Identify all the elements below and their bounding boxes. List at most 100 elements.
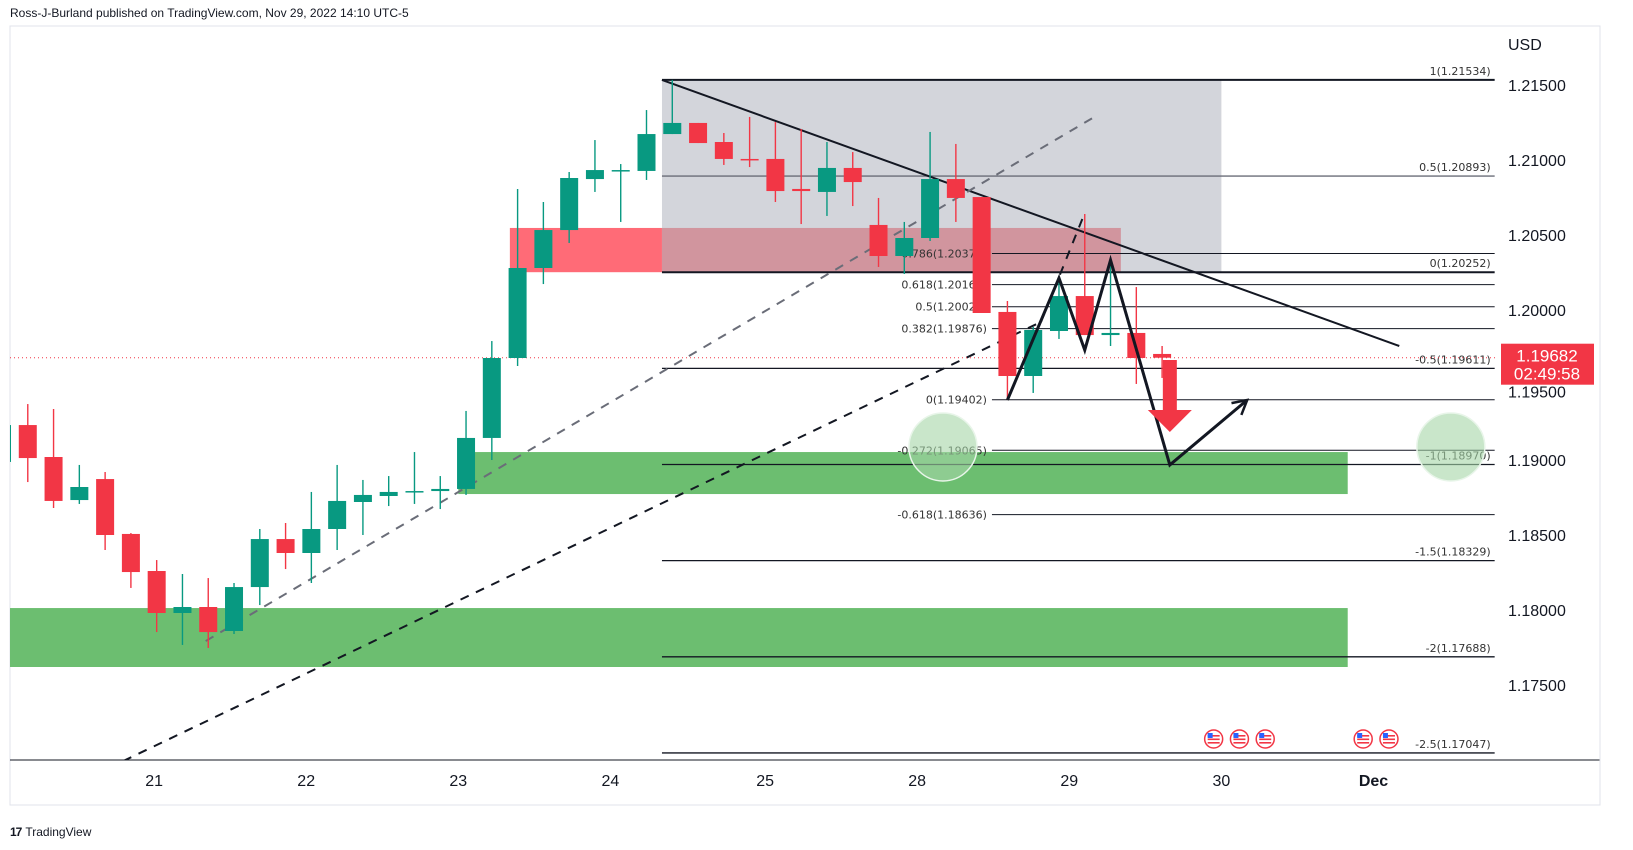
candle-body	[946, 179, 965, 198]
candle	[560, 172, 579, 243]
candle-body	[70, 487, 89, 501]
candle	[147, 560, 166, 633]
candle	[585, 140, 604, 192]
candle-body	[585, 170, 604, 180]
candle	[173, 574, 192, 645]
candle	[792, 128, 811, 225]
candle-body	[817, 167, 836, 192]
candle-body	[972, 197, 991, 313]
flag-stripe	[1259, 742, 1272, 744]
price-tick-label: 1.21000	[1508, 153, 1566, 170]
candle	[10, 425, 11, 462]
candle	[663, 79, 682, 135]
time-tick-label: 25	[756, 773, 774, 790]
axes: 1.21500 1.21000 1.20500 1.20000 1.19500 1.190…	[145, 78, 1594, 790]
candle	[869, 197, 888, 267]
flag-canton	[1357, 733, 1363, 738]
us-flag-icon[interactable]	[1255, 729, 1275, 749]
time-tick-label: 24	[602, 773, 620, 790]
candle	[121, 533, 140, 588]
candle	[379, 476, 398, 507]
candle-body	[766, 158, 785, 192]
us-flag-icon[interactable]	[1353, 729, 1373, 749]
candle-body	[482, 358, 501, 438]
fib-retracement-label: 0.5(1.20022)	[915, 301, 987, 314]
candle	[843, 152, 862, 207]
candle-body	[1153, 353, 1172, 358]
flag-stripe	[1259, 735, 1272, 737]
fib-retracement-label: 0.382(1.19876)	[901, 323, 987, 336]
candle-body	[121, 533, 140, 573]
candle	[1049, 278, 1068, 339]
flag-stripe	[1233, 735, 1246, 737]
last-price-value: 1.19682	[1516, 347, 1577, 366]
candle	[611, 164, 630, 222]
flag-stripe	[1357, 742, 1370, 744]
flag-canton	[1207, 733, 1213, 738]
time-tick-label: 29	[1060, 773, 1078, 790]
time-tick-label: 23	[449, 773, 467, 790]
tradingview-logo-icon: 17	[10, 825, 22, 839]
candle	[302, 491, 321, 583]
time-tick-label: 30	[1212, 773, 1230, 790]
candle	[482, 341, 501, 460]
candle	[431, 476, 450, 510]
candle-body	[689, 122, 708, 144]
candle	[70, 464, 89, 504]
us-flag-icon[interactable]	[1229, 729, 1250, 749]
price-tick-label: 1.17500	[1508, 678, 1566, 695]
candle	[457, 410, 476, 495]
time-axis: 182122232425282930Dec	[145, 773, 1388, 790]
dashed-trendline	[205, 114, 1099, 642]
fib-extension-label: 0(1.20252)	[1430, 257, 1491, 270]
candle-body	[302, 529, 321, 553]
last-price-badge-bg	[1501, 343, 1594, 385]
fib-retracement-label: 0(1.19402)	[926, 394, 987, 407]
downtrend-line	[661, 78, 1400, 347]
us-flag-icon[interactable]	[1379, 729, 1399, 749]
tradingview-footer[interactable]: 17 TradingView	[10, 825, 91, 839]
price-tick-label: 1.20500	[1508, 228, 1566, 245]
candle-body	[199, 607, 218, 633]
fib-extension-label: 1(1.21534)	[1430, 65, 1491, 78]
time-tick-label: 22	[297, 773, 315, 790]
candle-body	[663, 122, 682, 135]
flag-stripe	[1233, 742, 1246, 744]
candle	[766, 122, 785, 202]
fib-extension-label: -2.5(1.17047)	[1415, 738, 1491, 751]
candle	[921, 131, 940, 241]
candle	[740, 116, 759, 168]
candle-body	[895, 238, 914, 256]
candle-body	[173, 607, 192, 613]
flag-stripe	[1207, 742, 1220, 744]
candle-body	[225, 587, 244, 631]
candle-body	[998, 311, 1017, 376]
candle-body	[44, 457, 63, 501]
fib-extension-label: -1.5(1.18329)	[1415, 546, 1491, 559]
candle-body	[921, 179, 940, 238]
target-circle	[1416, 412, 1486, 482]
chart-pane[interactable]: 1(1.21534) 0.5(1.20893) 0(1.20252) -0.5(1.1…	[0, 65, 1498, 761]
candle	[637, 110, 656, 180]
price-tick-label: 1.18000	[1508, 603, 1566, 620]
publisher-header: Ross-J-Burland published on TradingView.…	[10, 6, 409, 20]
bar-countdown: 02:49:58	[1514, 365, 1580, 384]
candle-body	[431, 488, 450, 492]
candle-body	[792, 188, 811, 192]
candle-body	[405, 491, 424, 493]
candle-body	[611, 170, 630, 172]
flag-stripe	[1259, 738, 1272, 741]
candle-body	[534, 230, 553, 268]
candle-body	[1101, 332, 1120, 336]
candle-body	[379, 491, 398, 496]
candle	[714, 133, 733, 165]
candle	[895, 221, 914, 274]
candle-body	[740, 158, 759, 161]
candle	[199, 578, 218, 648]
candle	[1153, 346, 1172, 378]
fib-extension-label: -2(1.17688)	[1426, 642, 1491, 655]
candle	[225, 583, 244, 634]
supply_overlap-zone	[661, 227, 1121, 273]
us-flag-icon[interactable]	[1203, 729, 1224, 749]
